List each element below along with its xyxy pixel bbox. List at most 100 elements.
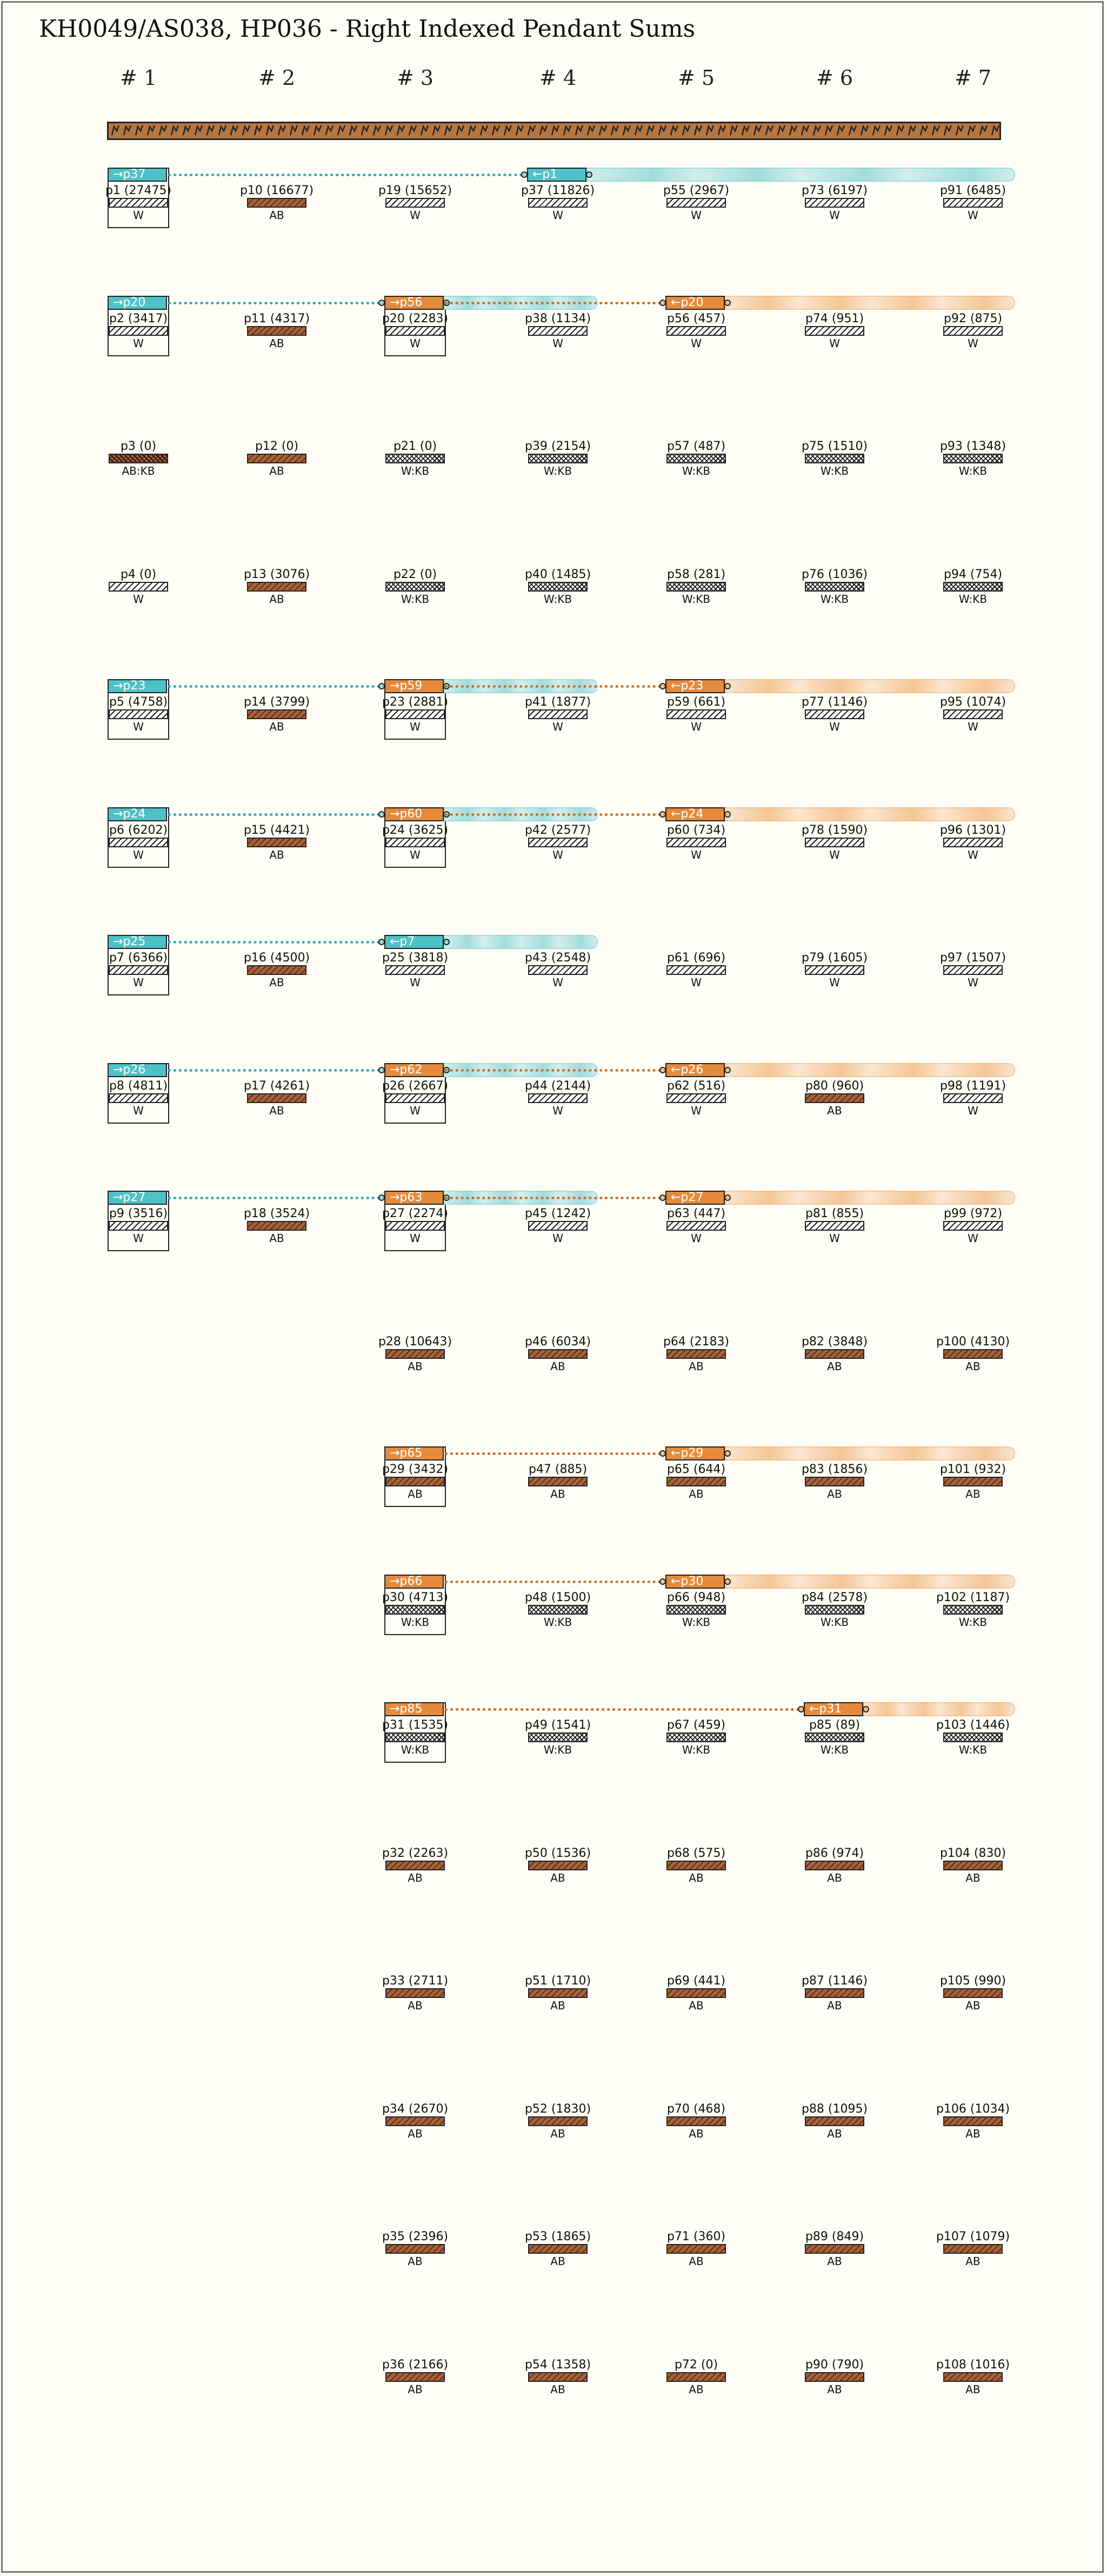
- pendant-label: p35 (2396): [382, 2230, 449, 2243]
- pendant-label: p73 (6197): [801, 184, 868, 197]
- pendant-label: p68 (575): [666, 1846, 726, 1860]
- pendant-label: p74 (951): [805, 311, 864, 326]
- pendant-cord: [666, 2244, 726, 2254]
- pendant-label: p43 (2548): [524, 951, 591, 965]
- pendant-color-code: W: [552, 976, 563, 989]
- link-dotted-line: [445, 685, 661, 688]
- pendant-label: p32 (2263): [382, 1846, 449, 1860]
- pendant-label: p14 (3799): [243, 695, 310, 709]
- pendant-label: p7 (6366): [109, 951, 168, 965]
- pendant-color-code: AB: [827, 2127, 842, 2140]
- pendant-label: p18 (3524): [243, 1207, 310, 1220]
- pendant-cord: [247, 837, 306, 847]
- pendant-cord: [943, 326, 1003, 336]
- pendant-cord: [385, 454, 445, 463]
- link-target-tag: ←p29: [665, 1446, 725, 1460]
- pendant-label: p94 (754): [943, 567, 1003, 581]
- link-range-band: [586, 168, 1015, 182]
- link-range-band: [725, 679, 1015, 693]
- link-source-tag: →p20: [108, 295, 167, 310]
- pendant-label: p103 (1446): [936, 1718, 1010, 1732]
- pendant-color-code: AB: [269, 1232, 284, 1245]
- pendant-cord: [805, 1093, 864, 1103]
- pendant-cord: [805, 1988, 864, 1998]
- pendant-label: p25 (3818): [382, 951, 449, 965]
- pendant-cord: [666, 1988, 726, 1998]
- pendant-label: p99 (972): [943, 1207, 1003, 1220]
- link-target-tag: ←p26: [665, 1063, 725, 1077]
- pendant-cord: [805, 1221, 864, 1231]
- pendant-color-code: W: [133, 336, 144, 350]
- pendant-cord: [943, 1477, 1003, 1486]
- pendant-cord: [109, 581, 168, 592]
- pendant-cord: [247, 965, 306, 975]
- pendant-color-code: W: [968, 976, 978, 989]
- pendant-label: p66 (948): [666, 1590, 726, 1604]
- pendant-cord: [943, 1732, 1003, 1742]
- pendant-color-code: W: [410, 209, 421, 222]
- pendant-color-code: W: [691, 976, 702, 989]
- pendant-cord: [385, 965, 445, 975]
- pendant-color-code: AB: [269, 1104, 284, 1117]
- pendant-cord: [385, 2244, 445, 2254]
- pendant-cord: [943, 1860, 1003, 1870]
- pendant-cord: [247, 454, 306, 463]
- pendant-cord: [666, 198, 726, 208]
- pendant-color-code: W:KB: [682, 1743, 711, 1756]
- pendant-color-code: W:KB: [543, 1615, 572, 1629]
- pendant-color-code: AB: [408, 1359, 423, 1373]
- pendant-color-code: W:KB: [958, 1743, 988, 1756]
- pendant-color-code: AB: [408, 1488, 423, 1501]
- pendant-label: p45 (1242): [524, 1207, 591, 1220]
- pendant-color-code: W: [691, 336, 702, 350]
- pendant-color-code: W: [552, 848, 563, 861]
- pendant-label: p26 (2667): [382, 1079, 449, 1093]
- pendant-cord: [109, 837, 168, 847]
- pendant-color-code: AB: [408, 2255, 423, 2268]
- pendant-cord: [247, 1093, 306, 1103]
- pendant-color-code: W: [133, 1104, 144, 1117]
- link-range-band: [444, 935, 598, 949]
- pendant-cord: [943, 1604, 1003, 1615]
- pendant-label: p102 (1187): [936, 1590, 1010, 1604]
- link-dotted-line: [445, 813, 661, 816]
- pendant-color-code: AB: [550, 1999, 565, 2012]
- pendant-color-code: W: [133, 1232, 144, 1245]
- pendant-cord: [805, 837, 864, 847]
- pendant-color-code: W: [410, 720, 421, 733]
- pendant-color-code: W: [552, 1232, 563, 1245]
- pendant-label: p20 (2283): [382, 311, 449, 326]
- link-dotted-line: [168, 174, 523, 176]
- pendant-cord: [247, 709, 306, 719]
- pendant-label: p76 (1036): [801, 567, 868, 581]
- pendant-label: p106 (1034): [936, 2102, 1010, 2116]
- pendant-cord: [666, 709, 726, 719]
- pendant-label: p55 (2967): [663, 184, 730, 197]
- link-target-tag: ←p31: [804, 1702, 863, 1716]
- pendant-color-code: W: [968, 848, 978, 861]
- pendant-label: p86 (974): [805, 1846, 864, 1860]
- pendant-cord: [666, 326, 726, 336]
- pendant-label: p89 (849): [805, 2230, 864, 2243]
- pendant-color-code: W:KB: [820, 1615, 849, 1629]
- pendant-label: p101 (932): [939, 1463, 1006, 1476]
- pendant-color-code: AB: [689, 2127, 704, 2140]
- pendant-label: p67 (459): [666, 1718, 726, 1732]
- pendant-label: p58 (281): [666, 567, 726, 581]
- pendant-color-code: AB: [408, 2382, 423, 2396]
- pendant-color-code: W:KB: [543, 1743, 572, 1756]
- pendant-color-code: W: [691, 720, 702, 733]
- column-header: # 7: [954, 66, 992, 90]
- link-range-band: [863, 1702, 1015, 1716]
- pendant-cord: [666, 837, 726, 847]
- pendant-label: p100 (4130): [936, 1335, 1010, 1349]
- pendant-label: p33 (2711): [382, 1974, 449, 1988]
- pendant-label: p56 (457): [666, 311, 726, 326]
- pendant-cord: [528, 2244, 588, 2254]
- pendant-color-code: W: [968, 720, 978, 733]
- pendant-cord: [666, 2372, 726, 2382]
- pendant-color-code: W:KB: [820, 592, 849, 606]
- pendant-label: p17 (4261): [243, 1079, 310, 1093]
- pendant-cord: [805, 2372, 864, 2382]
- pendant-label: p93 (1348): [939, 440, 1006, 453]
